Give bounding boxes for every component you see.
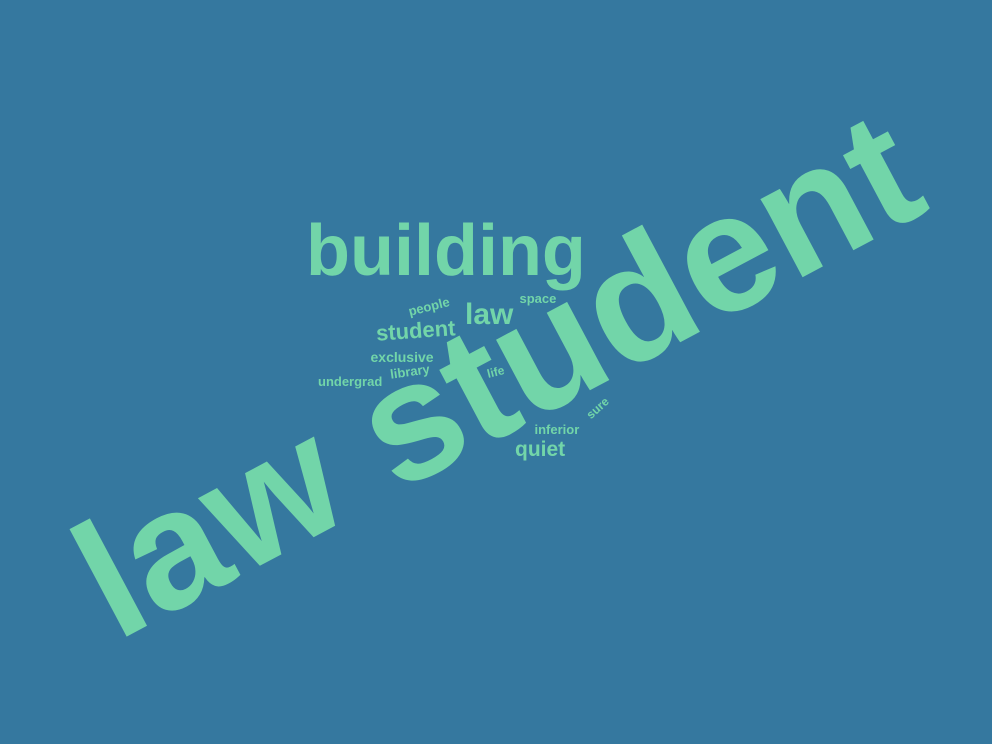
word-inferior: inferior — [534, 421, 580, 437]
word-building: building — [306, 211, 586, 291]
word-student: student — [374, 315, 456, 346]
word-life: life — [485, 363, 506, 381]
word-quiet: quiet — [515, 437, 566, 461]
word-law: law — [465, 298, 514, 331]
word-exclusive: exclusive — [370, 349, 434, 365]
word-undergrad: undergrad — [318, 373, 383, 389]
word-space: space — [519, 290, 557, 306]
